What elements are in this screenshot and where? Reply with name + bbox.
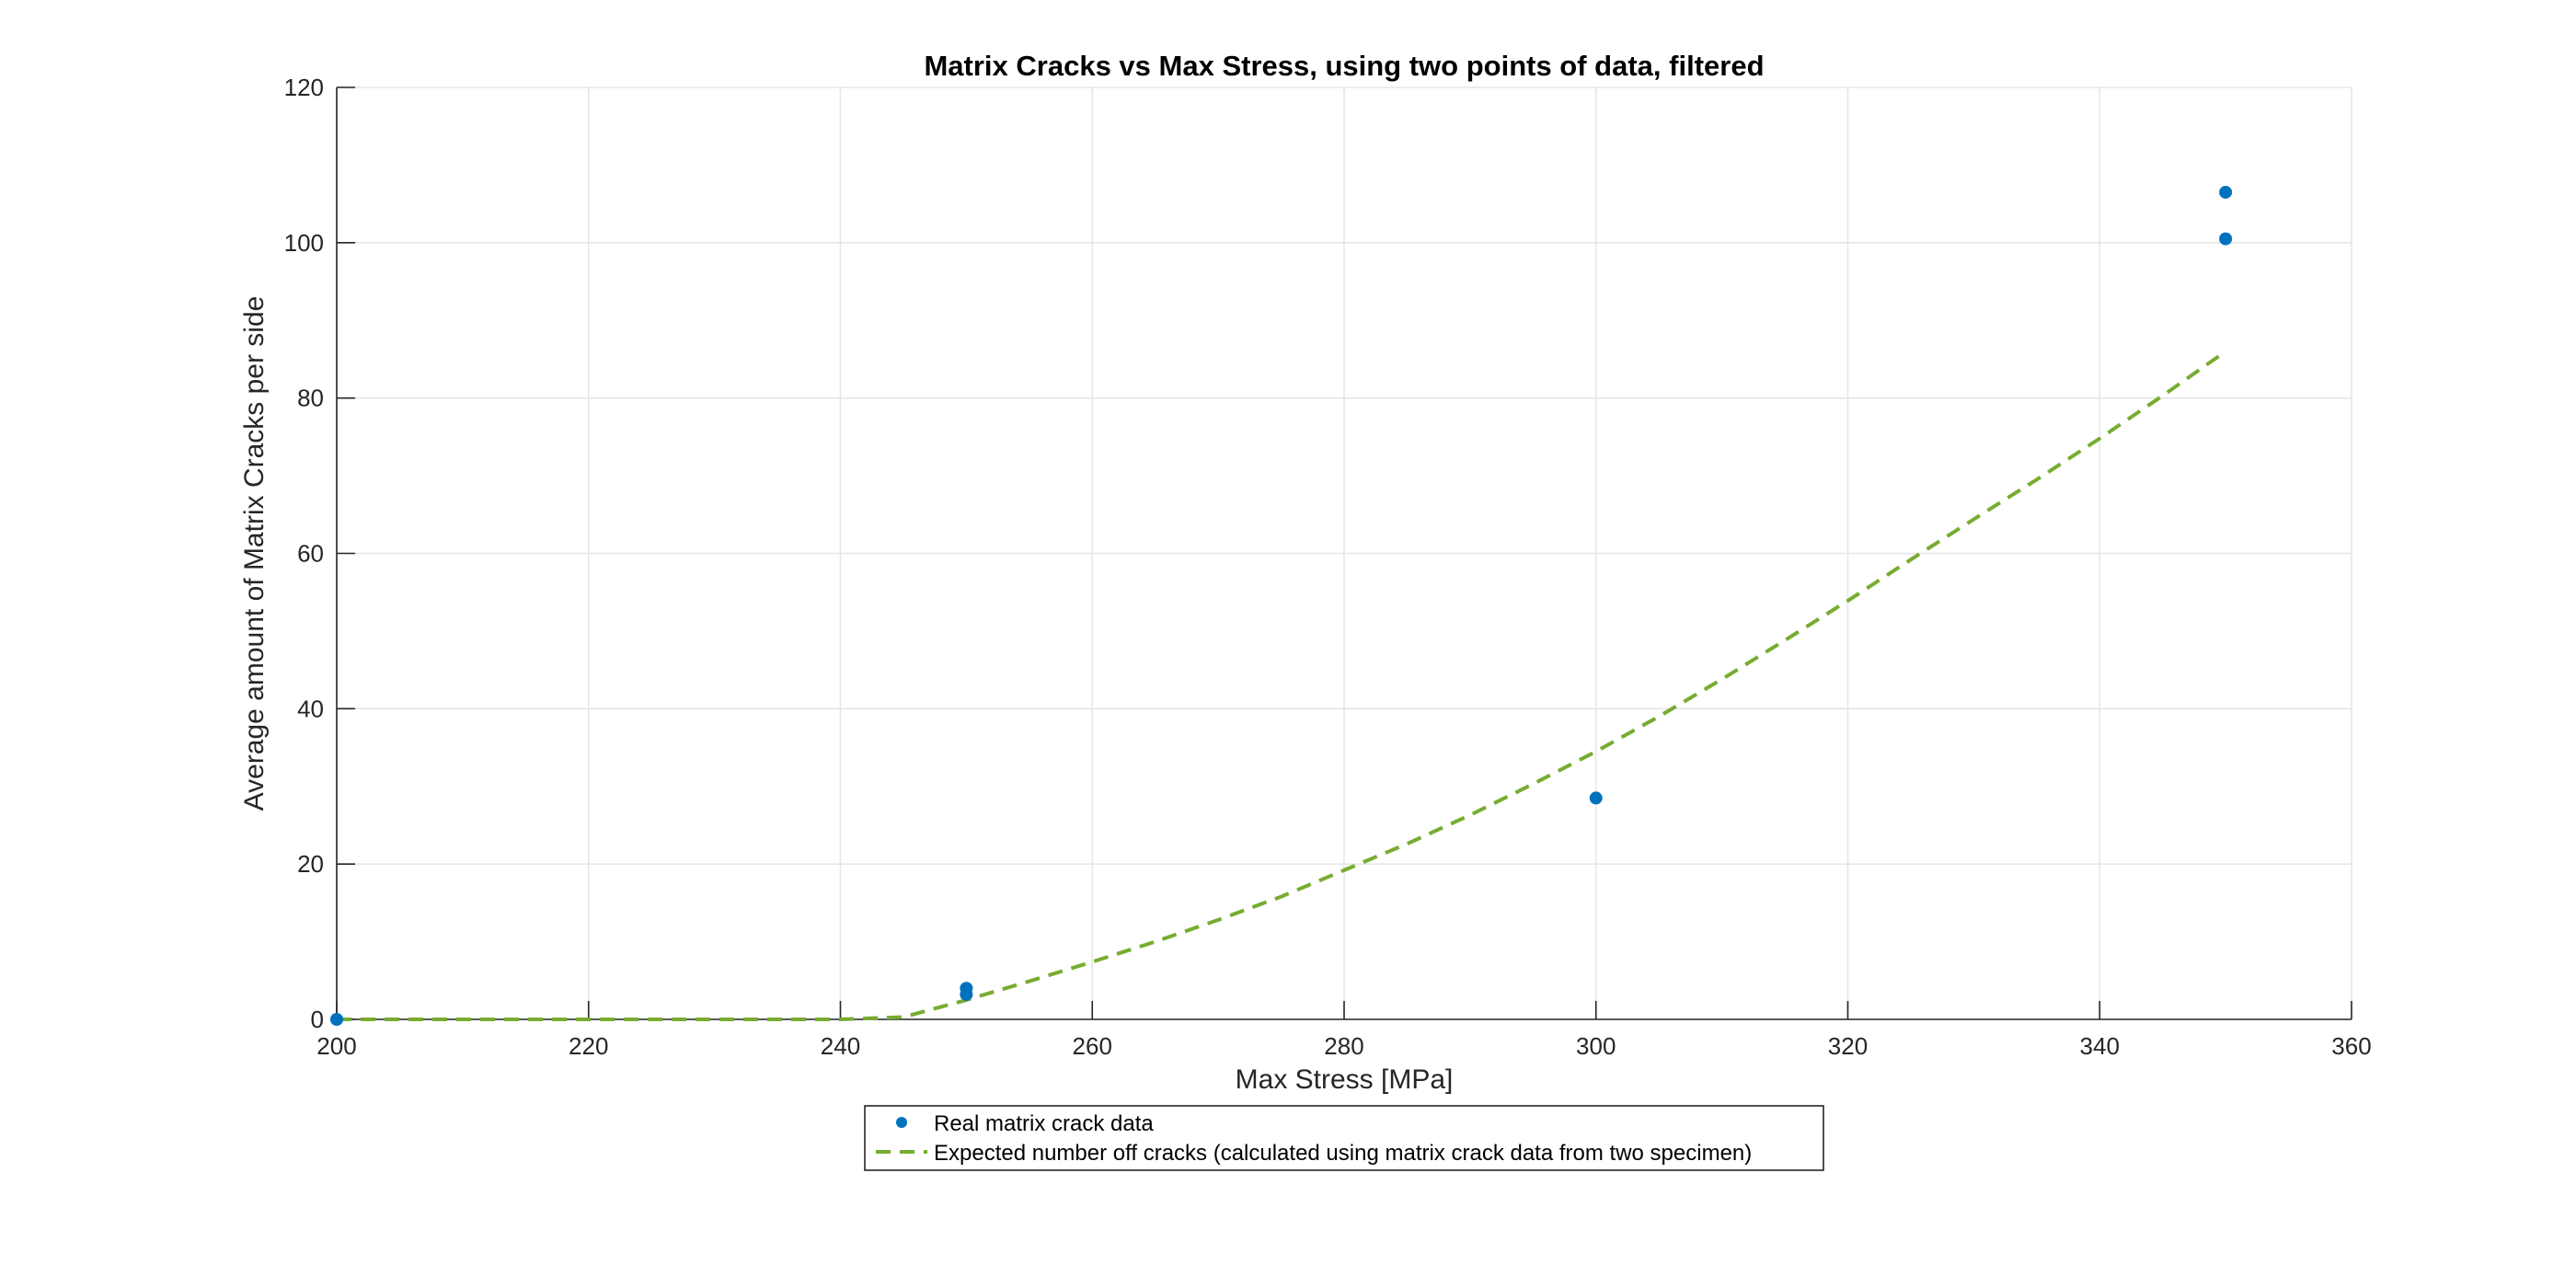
legend-entry-expected-line: Expected number off cracks (calculated u…: [934, 1141, 1752, 1166]
y-tick-label-0: 0: [311, 1006, 324, 1033]
legend: Real matrix crack data Expected number o…: [864, 1105, 1824, 1171]
x-tick-label-340: 340: [2080, 1032, 2120, 1060]
y-tick-label-60: 60: [297, 540, 324, 568]
chart-title: Matrix Cracks vs Max Stress, using two p…: [924, 50, 1764, 82]
x-tick-label-200: 200: [316, 1032, 356, 1060]
legend-entry-real-data: Real matrix crack data: [934, 1111, 1154, 1136]
real-crack-data-point-0: [330, 1013, 343, 1026]
x-tick-label-300: 300: [1576, 1032, 1616, 1060]
real-crack-data-point-5: [2219, 185, 2233, 199]
y-tick-label-20: 20: [297, 850, 324, 878]
x-tick-label-260: 260: [1073, 1032, 1112, 1060]
expected-cracks-dashed-line: [337, 350, 2227, 1021]
x-tick-label-360: 360: [2331, 1032, 2371, 1060]
real-crack-data-point-4: [2219, 232, 2233, 246]
x-tick-labels: 200 220 240 260 280 300 320 340 360: [316, 1032, 2371, 1060]
x-tick-label-320: 320: [1828, 1032, 1868, 1060]
x-tick-label-280: 280: [1324, 1032, 1363, 1060]
real-crack-data-point-2: [960, 982, 973, 995]
y-tick-label-40: 40: [297, 695, 324, 722]
y-tick-labels: 0 20 40 60 80 100 120: [284, 74, 324, 1033]
x-tick-label-240: 240: [821, 1032, 860, 1060]
y-tick-label-80: 80: [297, 385, 324, 412]
real-crack-data-point-3: [1589, 791, 1603, 805]
x-tick-label-220: 220: [569, 1032, 608, 1060]
y-tick-label-120: 120: [284, 74, 324, 101]
y-tick-label-100: 100: [284, 229, 324, 257]
legend-box: [864, 1105, 1824, 1171]
legend-marker-real-data: [896, 1117, 907, 1128]
y-axis-label: Average amount of Matrix Cracks per side: [239, 296, 270, 811]
series-layer: [330, 185, 2233, 1026]
x-axis-label: Max Stress [MPa]: [1236, 1064, 1454, 1095]
